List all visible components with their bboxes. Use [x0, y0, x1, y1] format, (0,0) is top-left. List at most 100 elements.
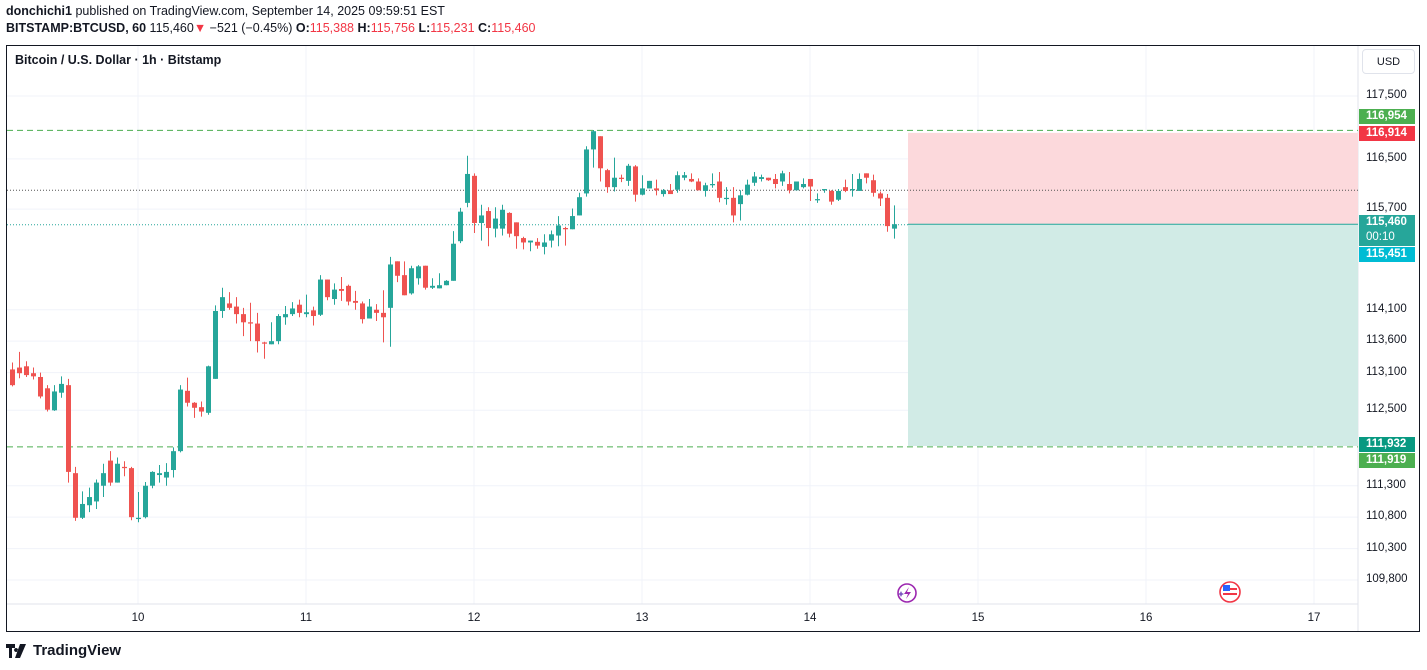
candle-body: [178, 389, 183, 452]
price-tick-label: 113,600: [1366, 334, 1407, 347]
candle-body: [738, 195, 743, 205]
candle-body: [129, 468, 134, 518]
candle-body: [633, 166, 638, 195]
candle-body: [80, 503, 85, 518]
publisher-name[interactable]: donchichi1: [6, 4, 72, 18]
candle-body: [227, 303, 232, 308]
candle-body: [94, 482, 99, 502]
candle-body: [213, 310, 218, 379]
candle-body: [766, 177, 771, 181]
tradingview-logo[interactable]: TradingView: [6, 642, 121, 659]
candle-body: [52, 391, 57, 411]
tv-logo-icon: [6, 643, 26, 658]
low-value: 115,231: [430, 21, 475, 35]
price-tag: 111,932: [1359, 437, 1415, 452]
candle-body: [892, 224, 897, 229]
candle-body: [668, 190, 673, 195]
candle-body: [731, 197, 736, 216]
candle-body: [122, 466, 127, 469]
candle-body: [192, 402, 197, 408]
price-tag: 116,914: [1359, 126, 1415, 141]
price-tag: 111,919: [1359, 453, 1415, 468]
candle-body: [850, 189, 855, 191]
low-label: L:: [418, 21, 431, 35]
price-tick-label: 115,700: [1366, 202, 1407, 215]
candle-body: [157, 473, 162, 476]
candle-body: [703, 185, 708, 191]
price-tag: 115,460 00:10: [1359, 215, 1415, 246]
candle-body: [857, 178, 862, 191]
price-tick-label: 117,500: [1366, 89, 1407, 101]
price-tick-label: 110,800: [1366, 510, 1407, 523]
candle-body: [787, 184, 792, 191]
candle-body: [150, 471, 155, 486]
candle-body: [423, 265, 428, 288]
candle-body: [234, 306, 239, 315]
candle-body: [472, 175, 477, 223]
candle-body: [843, 187, 848, 191]
candle-body: [528, 240, 533, 243]
candle-body: [661, 190, 666, 195]
high-label: H:: [357, 21, 371, 35]
candle-body: [24, 366, 29, 376]
price-tag: 115,451: [1359, 247, 1415, 262]
candle-body: [794, 181, 799, 191]
chart-title: Bitcoin / U.S. Dollar · 1h · Bitstamp: [15, 53, 222, 67]
candle-body: [10, 369, 15, 386]
candle-body: [437, 285, 442, 289]
candle-body: [45, 388, 50, 410]
price-tick-label: 112,500: [1366, 403, 1407, 416]
currency-button[interactable]: USD: [1362, 49, 1415, 74]
candle-body: [325, 279, 330, 298]
candle-body: [745, 184, 750, 195]
price-tag: 116,954: [1359, 109, 1415, 124]
candle-body: [584, 149, 589, 194]
price-tick-label: 113,100: [1366, 365, 1407, 378]
candle-body: [836, 190, 841, 200]
candle-body: [486, 211, 491, 229]
stop-loss-zone: [908, 132, 1358, 225]
price-tick-label: 110,300: [1366, 541, 1407, 554]
candle-body: [556, 225, 561, 236]
publish-info: donchichi1 published on TradingView.com,…: [6, 4, 445, 18]
brand-name: TradingView: [33, 642, 122, 659]
candle-body: [801, 184, 806, 188]
close-value: 115,460: [491, 21, 536, 35]
open-value: 115,388: [309, 21, 355, 35]
candle-body: [493, 218, 498, 229]
candle-body: [416, 266, 421, 279]
candle-body: [332, 289, 337, 300]
candle-body: [73, 473, 78, 518]
candle-body: [458, 211, 463, 242]
candle-body: [773, 178, 778, 185]
candle-body: [521, 238, 526, 243]
candle-body: [360, 303, 365, 320]
candle-body: [640, 188, 645, 195]
candle-body: [829, 190, 834, 202]
candle-body: [38, 376, 43, 397]
candle-body: [276, 316, 281, 342]
candle-body: [290, 308, 295, 315]
publish-text: published on TradingView.com, September …: [75, 4, 445, 18]
candle-body: [710, 184, 715, 186]
candle-body: [444, 280, 449, 286]
candle-body: [206, 366, 211, 413]
candle-body: [654, 188, 659, 191]
candle-body: [108, 460, 113, 483]
candle-body: [535, 241, 540, 246]
candle-body: [724, 197, 729, 200]
candle-body: [430, 285, 435, 288]
candle-body: [388, 264, 393, 308]
candle-body: [647, 180, 652, 189]
candle-body: [283, 314, 288, 318]
time-tick-label: 11: [300, 612, 312, 624]
candle-body: [220, 297, 225, 311]
candle-body: [87, 497, 92, 506]
candle-body: [605, 170, 610, 188]
candle-body: [808, 178, 813, 187]
candle-body: [563, 228, 568, 230]
candle-body: [675, 175, 680, 190]
candle-body: [17, 367, 22, 374]
time-tick-label: 12: [467, 612, 481, 624]
